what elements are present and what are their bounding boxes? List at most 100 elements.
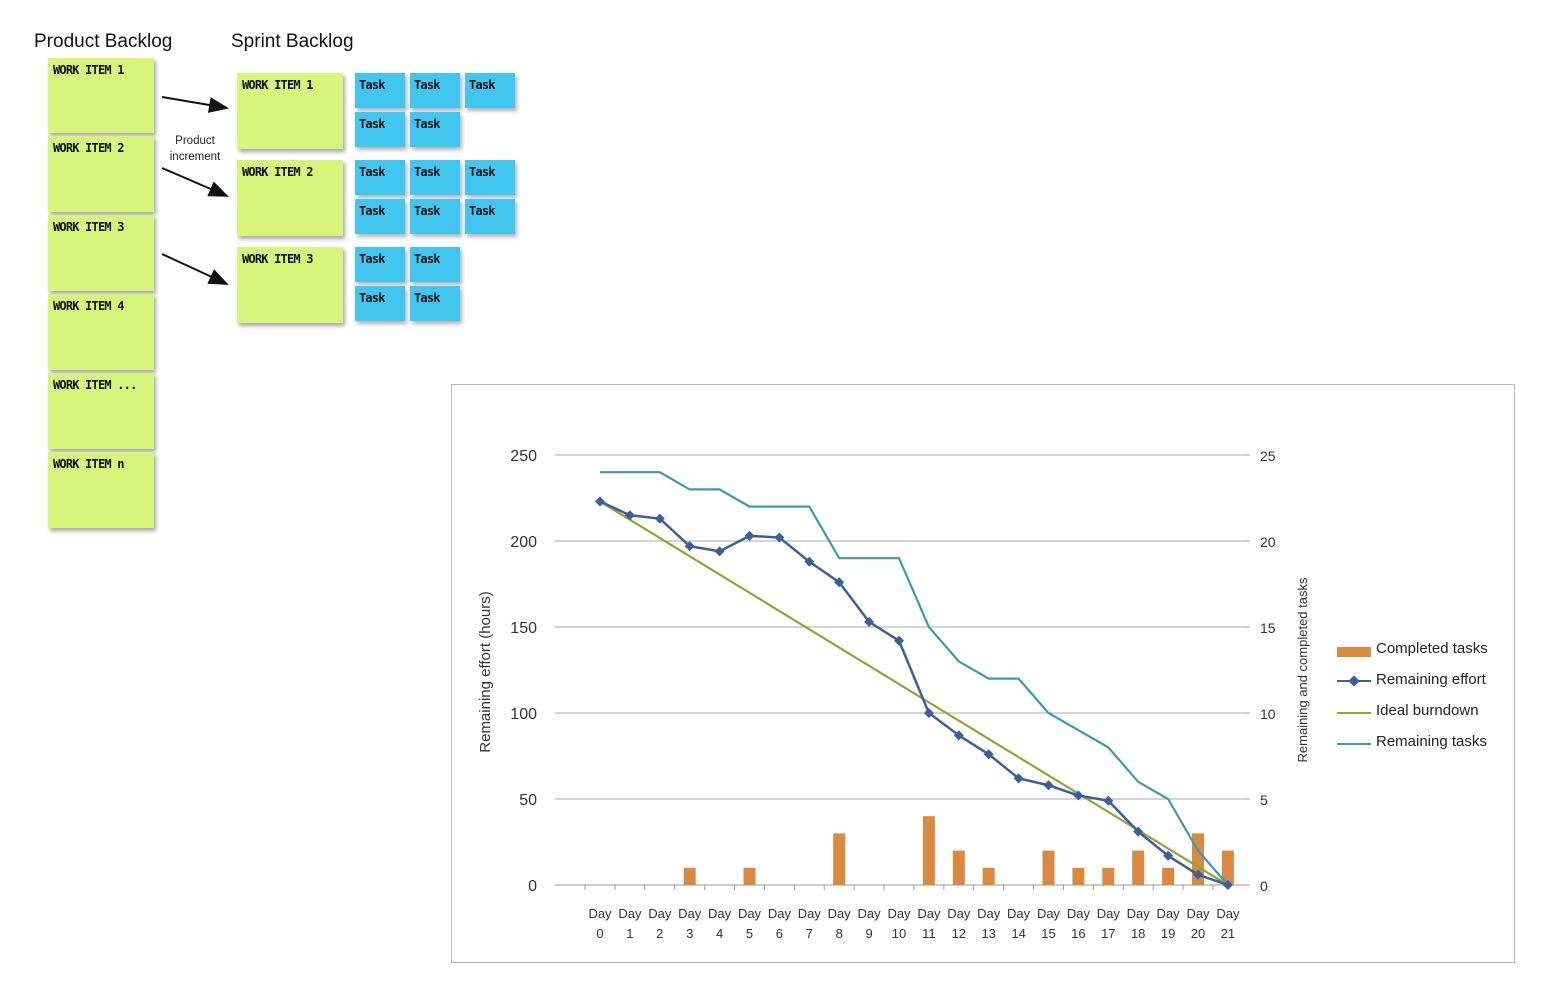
x-tick-label-line1: Day <box>947 906 971 921</box>
x-tick-label-line2: 5 <box>746 926 753 941</box>
x-tick-label-line1: Day <box>768 906 792 921</box>
remaining-effort-marker <box>1073 790 1084 801</box>
ideal-burndown-line <box>599 500 1229 886</box>
task-label: Task <box>469 165 495 179</box>
task-label: Task <box>414 117 440 131</box>
y-right-tick-label: 25 <box>1260 448 1276 464</box>
x-tick-label-line1: Day <box>858 906 882 921</box>
y-left-tick-label: 200 <box>510 534 537 551</box>
remaining-effort-marker <box>774 532 785 543</box>
remaining-effort-marker <box>1222 880 1233 890</box>
product-backlog-item-label: WORK ITEM 2 <box>53 141 124 155</box>
remaining-tasks-line <box>600 471 1229 886</box>
task-label: Task <box>469 78 495 92</box>
x-tick-label-line1: Day <box>1067 906 1091 921</box>
task-label: Task <box>414 165 440 179</box>
task-label: Task <box>359 78 385 92</box>
x-tick-label-line2: 18 <box>1131 926 1145 941</box>
y-left-tick-label: 250 <box>510 448 537 465</box>
legend-swatch-effort <box>1337 675 1371 687</box>
legend-swatch-ideal <box>1337 712 1371 714</box>
x-tick-label-line1: Day <box>588 906 612 921</box>
completed-tasks-bar <box>683 867 696 885</box>
remaining-effort-marker <box>983 749 994 760</box>
task-label: Task <box>359 291 385 305</box>
task-card: Task <box>465 73 515 108</box>
y-right-tick-label: 0 <box>1260 878 1268 894</box>
sprint-backlog-item: WORK ITEM 2 <box>237 160 343 236</box>
sprint-backlog-item-label: WORK ITEM 3 <box>242 252 313 266</box>
sprint-backlog-item: WORK ITEM 1 <box>237 73 343 149</box>
y-left-tick-label: 0 <box>528 878 537 895</box>
sprint-backlog-item-label: WORK ITEM 1 <box>242 78 313 92</box>
product-backlog-item: WORK ITEM 3 <box>48 215 154 291</box>
task-card: Task <box>410 73 460 108</box>
x-tick-label-line1: Day <box>977 906 1001 921</box>
task-label: Task <box>414 252 440 266</box>
x-tick-label-line1: Day <box>917 906 941 921</box>
remaining-effort-marker <box>1163 850 1174 861</box>
task-card: Task <box>355 247 405 282</box>
task-card: Task <box>410 286 460 321</box>
task-label: Task <box>469 204 495 218</box>
product-backlog-item-label: WORK ITEM 4 <box>53 299 124 313</box>
legend-swatch-tasks <box>1337 743 1371 745</box>
y-right-tick-label: 10 <box>1260 706 1276 722</box>
task-label: Task <box>359 165 385 179</box>
x-tick-label-line1: Day <box>1037 906 1061 921</box>
x-tick-label-line2: 3 <box>686 926 693 941</box>
legend-label: Completed tasks <box>1376 640 1488 657</box>
x-tick-label-line2: 2 <box>656 926 663 941</box>
x-tick-label-line1: Day <box>618 906 642 921</box>
x-tick-label-line2: 19 <box>1161 926 1175 941</box>
legend-label: Ideal burndown <box>1376 702 1479 719</box>
x-tick-label-line2: 10 <box>892 926 906 941</box>
y-right-tick-label: 15 <box>1260 620 1276 636</box>
x-tick-label-line1: Day <box>738 906 762 921</box>
y-left-tick-label: 50 <box>519 792 537 809</box>
product-backlog-item: WORK ITEM 1 <box>48 58 154 133</box>
product-backlog-item-label: WORK ITEM ... <box>53 378 137 392</box>
remaining-effort-marker <box>744 530 755 541</box>
y-left-tick-label: 100 <box>510 706 537 723</box>
task-card: Task <box>410 247 460 282</box>
completed-tasks-bar <box>1221 850 1234 885</box>
x-tick-label-line1: Day <box>708 906 732 921</box>
x-tick-label-line2: 6 <box>776 926 783 941</box>
legend-swatch-bar <box>1337 647 1371 657</box>
completed-tasks-bar <box>1162 867 1175 885</box>
sprint-backlog-title: Sprint Backlog <box>231 31 354 52</box>
remaining-effort-marker <box>894 635 904 646</box>
task-card: Task <box>355 160 405 195</box>
task-card: Task <box>355 112 405 147</box>
x-tick-label-line2: 0 <box>596 926 603 941</box>
product-increment-line1: Product <box>175 135 215 147</box>
x-tick-label-line2: 20 <box>1191 926 1205 941</box>
task-label: Task <box>414 291 440 305</box>
remaining-effort-marker <box>923 708 934 718</box>
legend-label: Remaining tasks <box>1376 733 1487 750</box>
product-backlog-item: WORK ITEM ... <box>48 373 154 449</box>
remaining-effort-marker <box>1013 773 1024 784</box>
sprint-backlog-item-label: WORK ITEM 2 <box>242 165 313 179</box>
x-tick-label-line1: Day <box>1186 906 1210 921</box>
x-tick-label-line1: Day <box>1007 906 1031 921</box>
product-increment-arrows <box>161 96 229 285</box>
completed-tasks-bar <box>982 867 995 885</box>
x-tick-label-line1: Day <box>678 906 702 921</box>
task-card: Task <box>355 286 405 321</box>
completed-tasks-bar <box>1072 867 1085 885</box>
x-tick-label-line2: 14 <box>1011 926 1025 941</box>
product-backlog-item-label: WORK ITEM 1 <box>53 63 124 77</box>
product-backlog-item-label: WORK ITEM 3 <box>53 220 124 234</box>
remaining-effort-marker <box>1103 795 1114 806</box>
remaining-effort-marker <box>654 513 665 524</box>
legend-label: Remaining effort <box>1376 671 1486 688</box>
remaining-effort-marker <box>624 510 635 521</box>
task-label: Task <box>359 252 385 266</box>
task-card: Task <box>465 199 515 234</box>
x-tick-label-line2: 15 <box>1041 926 1055 941</box>
product-increment-line2: increment <box>169 151 221 163</box>
burndown-chart-frame <box>451 384 1515 963</box>
